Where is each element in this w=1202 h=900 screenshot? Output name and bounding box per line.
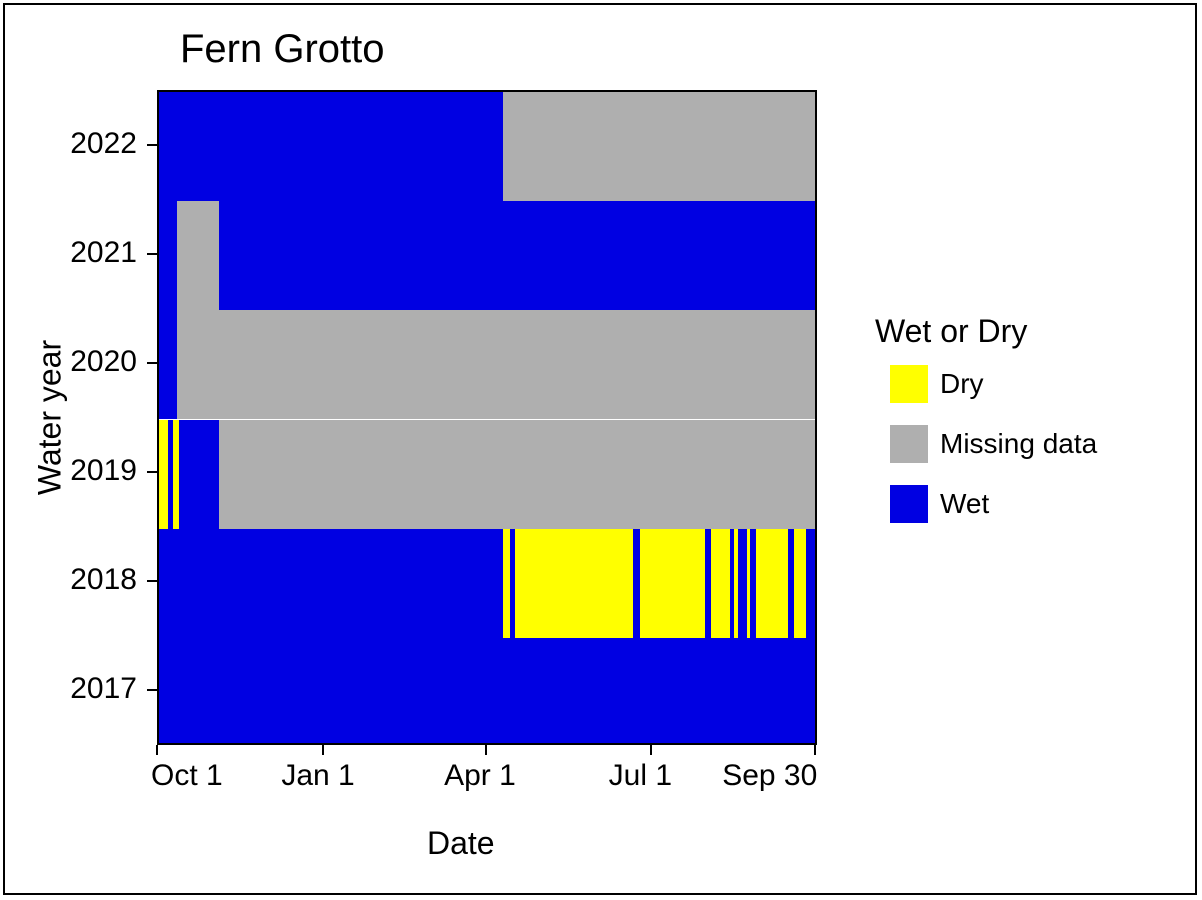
data-segment xyxy=(633,529,640,638)
x-tick-label: Sep 30 xyxy=(722,759,817,793)
y-tick-label: 2019 xyxy=(70,454,137,488)
y-tick-mark xyxy=(147,362,157,364)
x-tick-mark xyxy=(322,745,324,755)
data-segment xyxy=(159,529,503,638)
data-segment xyxy=(159,310,177,419)
data-segment xyxy=(503,92,817,201)
x-axis-label: Date xyxy=(427,825,495,862)
chart-frame: Fern Grotto 2017 2018 2019 2020 2021 2022 Oct… xyxy=(3,3,1197,895)
data-segment xyxy=(219,201,817,310)
data-segment xyxy=(738,529,747,638)
data-segment xyxy=(184,420,218,529)
chart-title: Fern Grotto xyxy=(180,27,385,72)
data-segment xyxy=(177,201,219,310)
data-segment xyxy=(711,529,731,638)
y-tick-mark xyxy=(147,580,157,582)
x-tick-mark xyxy=(156,745,158,755)
legend-swatch xyxy=(890,365,928,403)
year-row xyxy=(159,92,815,201)
x-tick-label: Jul 1 xyxy=(609,759,672,793)
year-row xyxy=(159,420,815,529)
legend-item-label: Wet xyxy=(940,488,989,520)
y-tick-mark xyxy=(147,689,157,691)
x-tick-mark xyxy=(814,745,816,755)
year-row xyxy=(159,638,815,745)
legend-item-label: Missing data xyxy=(940,428,1097,460)
plot-area xyxy=(157,90,817,745)
data-segment xyxy=(756,529,789,638)
year-row xyxy=(159,529,815,638)
y-tick-mark xyxy=(147,253,157,255)
y-tick-mark xyxy=(147,471,157,473)
y-tick-label: 2022 xyxy=(70,127,137,161)
y-tick-label: 2017 xyxy=(70,672,137,706)
data-segment xyxy=(177,310,817,419)
year-row xyxy=(159,201,815,310)
data-segment xyxy=(794,529,807,638)
data-segment xyxy=(159,201,177,310)
legend-swatch xyxy=(890,425,928,463)
data-segment xyxy=(219,420,817,529)
legend-swatch xyxy=(890,485,928,523)
year-row xyxy=(159,310,815,419)
y-tick-label: 2021 xyxy=(70,236,137,270)
data-segment xyxy=(806,529,817,638)
y-tick-label: 2020 xyxy=(70,345,137,379)
x-tick-label: Apr 1 xyxy=(444,759,516,793)
legend-item-label: Dry xyxy=(940,368,984,400)
legend-title: Wet or Dry xyxy=(875,313,1027,350)
data-segment xyxy=(515,529,633,638)
data-segment xyxy=(503,529,510,638)
x-tick-mark xyxy=(650,745,652,755)
x-tick-label: Oct 1 xyxy=(151,759,223,793)
data-segment xyxy=(640,529,705,638)
data-segment xyxy=(159,420,168,529)
x-tick-mark xyxy=(485,745,487,755)
data-segment xyxy=(159,92,503,201)
data-segment xyxy=(159,638,817,745)
x-tick-label: Jan 1 xyxy=(281,759,354,793)
y-axis-label: Water year xyxy=(32,328,69,508)
y-tick-label: 2018 xyxy=(70,563,137,597)
y-tick-mark xyxy=(147,144,157,146)
